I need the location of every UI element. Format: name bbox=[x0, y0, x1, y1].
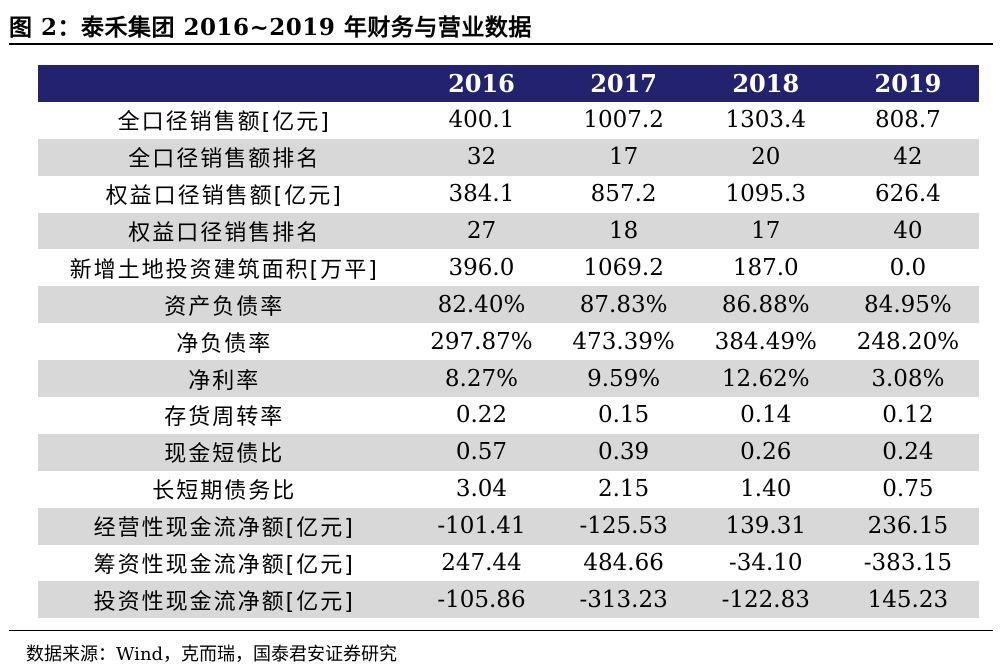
cell-value: 0.12 bbox=[882, 402, 934, 429]
cell-value: 808.7 bbox=[874, 107, 941, 134]
table-row: 现金短债比 0.57 0.39 0.26 0.24 bbox=[38, 433, 979, 471]
row-label: 资产负债率 bbox=[38, 286, 411, 324]
row-label: 筹资性现金流净额[亿元] bbox=[93, 553, 355, 579]
cell-value: 3.08% bbox=[836, 360, 979, 398]
cell-value: -125.53 bbox=[552, 507, 695, 545]
cell-value: 17 bbox=[552, 138, 695, 176]
financial-data-table: 2016 2017 2018 2019 全口径销售额[亿元] 400.1 100… bbox=[38, 65, 979, 619]
figure-title: 图 2：泰禾集团 2016~2019 年财务与营业数据 bbox=[9, 14, 532, 41]
cell-value: 396.0 bbox=[448, 254, 515, 281]
cell-value: 1069.2 bbox=[583, 254, 664, 281]
cell-value: 12.62% bbox=[694, 360, 837, 398]
table-row: 净利率 8.27% 9.59% 12.62% 3.08% bbox=[38, 360, 979, 398]
row-label: 长短期债务比 bbox=[152, 479, 297, 505]
cell-value: -101.41 bbox=[410, 507, 553, 545]
cell-value: 84.95% bbox=[836, 286, 979, 324]
table-row: 全口径销售额排名 32 17 20 42 bbox=[38, 138, 979, 176]
row-label: 投资性现金流净额[亿元] bbox=[38, 581, 411, 619]
cell-value: 0.14 bbox=[740, 402, 792, 429]
cell-value: 0.22 bbox=[455, 402, 508, 429]
cell-value: 0.15 bbox=[597, 402, 650, 429]
cell-value: 0.39 bbox=[552, 433, 695, 471]
footer-divider bbox=[9, 630, 993, 631]
cell-value: 145.23 bbox=[836, 581, 979, 619]
table-row: 投资性现金流净额[亿元] -105.86 -313.23 -122.83 145… bbox=[38, 581, 979, 619]
cell-value: 1303.4 bbox=[725, 107, 806, 134]
cell-value: 32 bbox=[410, 138, 553, 176]
cell-value: 236.15 bbox=[836, 507, 979, 545]
cell-value: 1007.2 bbox=[583, 107, 664, 134]
cell-value: 384.49% bbox=[714, 328, 817, 355]
cell-value: 248.20% bbox=[856, 328, 960, 355]
source-note: 数据来源：Wind，克而瑞，国泰君安证券研究 bbox=[26, 644, 398, 665]
row-label: 存货周转率 bbox=[164, 405, 285, 431]
cell-value: -313.23 bbox=[552, 581, 695, 619]
cell-value: 87.83% bbox=[552, 286, 695, 324]
cell-value: 626.4 bbox=[874, 181, 941, 208]
table-row: 新增土地投资建筑面积[万平] 396.0 1069.2 187.0 0.0 bbox=[38, 249, 979, 286]
row-label: 经营性现金流净额[亿元] bbox=[38, 507, 411, 545]
cell-value: 18 bbox=[552, 212, 695, 250]
cell-value: 1095.3 bbox=[725, 181, 806, 208]
cell-value: -122.83 bbox=[694, 581, 837, 619]
cell-value: 3.04 bbox=[455, 476, 508, 503]
cell-value: 0.75 bbox=[882, 476, 934, 503]
header-cell-label bbox=[38, 65, 411, 102]
title-divider bbox=[9, 43, 993, 45]
table-row: 存货周转率 0.22 0.15 0.14 0.12 bbox=[38, 397, 979, 434]
row-label: 现金短债比 bbox=[38, 433, 411, 471]
table-row: 净负债率 297.87% 473.39% 384.49% 248.20% bbox=[38, 323, 979, 360]
cell-value: 27 bbox=[410, 212, 553, 250]
row-label: 新增土地投资建筑面积[万平] bbox=[69, 257, 379, 283]
cell-value: 8.27% bbox=[410, 360, 553, 398]
table-row: 经营性现金流净额[亿元] -101.41 -125.53 139.31 236.… bbox=[38, 507, 979, 545]
cell-value: 42 bbox=[836, 138, 979, 176]
cell-value: 82.40% bbox=[410, 286, 553, 324]
cell-value: -34.10 bbox=[728, 550, 803, 577]
table-row: 筹资性现金流净额[亿元] 247.44 484.66 -34.10 -383.1… bbox=[38, 545, 979, 582]
cell-value: 0.57 bbox=[410, 433, 553, 471]
row-label: 全口径销售额排名 bbox=[38, 138, 411, 176]
cell-value: 484.66 bbox=[583, 550, 664, 577]
cell-value: 0.24 bbox=[836, 433, 979, 471]
cell-value: 0.0 bbox=[889, 254, 927, 281]
cell-value: -383.15 bbox=[863, 550, 953, 577]
cell-value: 1.40 bbox=[740, 476, 792, 503]
row-label: 净利率 bbox=[38, 360, 411, 398]
cell-value: 0.26 bbox=[694, 433, 837, 471]
cell-value: 400.1 bbox=[448, 107, 515, 134]
cell-value: 473.39% bbox=[572, 328, 675, 355]
cell-value: 384.1 bbox=[448, 181, 515, 208]
table-row: 资产负债率 82.40% 87.83% 86.88% 84.95% bbox=[38, 286, 979, 324]
table-header-row: 2016 2017 2018 2019 bbox=[38, 65, 979, 102]
cell-value: 139.31 bbox=[694, 507, 837, 545]
row-label: 权益口径销售排名 bbox=[38, 212, 411, 250]
cell-value: 247.44 bbox=[441, 550, 522, 577]
cell-value: 86.88% bbox=[694, 286, 837, 324]
table-row: 长短期债务比 3.04 2.15 1.40 0.75 bbox=[38, 471, 979, 508]
cell-value: -105.86 bbox=[410, 581, 553, 619]
row-label: 净负债率 bbox=[176, 331, 273, 357]
header-cell-2018: 2018 bbox=[694, 65, 837, 102]
table-row: 权益口径销售排名 27 18 17 40 bbox=[38, 212, 979, 250]
header-cell-2019: 2019 bbox=[836, 65, 979, 102]
cell-value: 20 bbox=[694, 138, 837, 176]
row-label: 权益口径销售额[亿元] bbox=[105, 184, 343, 210]
header-cell-2017: 2017 bbox=[552, 65, 695, 102]
header-cell-2016: 2016 bbox=[410, 65, 553, 102]
cell-value: 17 bbox=[694, 212, 837, 250]
cell-value: 187.0 bbox=[732, 254, 799, 281]
cell-value: 9.59% bbox=[552, 360, 695, 398]
cell-value: 297.87% bbox=[430, 328, 533, 355]
cell-value: 40 bbox=[836, 212, 979, 250]
cell-value: 857.2 bbox=[590, 181, 657, 208]
cell-value: 2.15 bbox=[597, 476, 650, 503]
table-row: 全口径销售额[亿元] 400.1 1007.2 1303.4 808.7 bbox=[38, 102, 979, 139]
table-row: 权益口径销售额[亿元] 384.1 857.2 1095.3 626.4 bbox=[38, 176, 979, 213]
row-label: 全口径销售额[亿元] bbox=[117, 110, 331, 136]
